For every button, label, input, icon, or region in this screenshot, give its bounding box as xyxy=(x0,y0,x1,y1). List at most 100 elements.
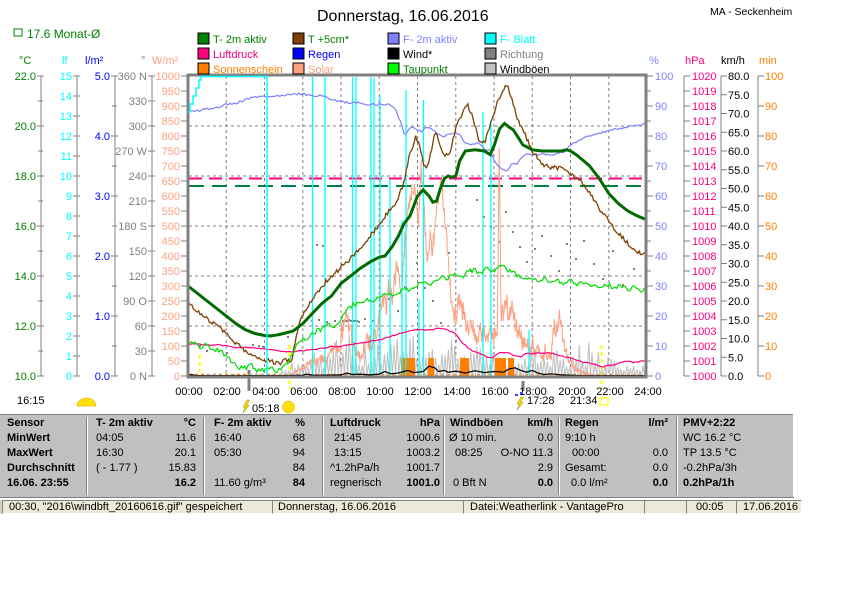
svg-text:1019: 1019 xyxy=(692,86,716,98)
svg-text:%: % xyxy=(649,55,659,67)
svg-text:650: 650 xyxy=(162,176,180,188)
svg-text:21:34: 21:34 xyxy=(570,395,598,407)
svg-text:16:00: 16:00 xyxy=(481,386,509,398)
svg-text:35.0: 35.0 xyxy=(728,240,749,252)
svg-text:500: 500 xyxy=(162,221,180,233)
svg-text:50: 50 xyxy=(168,356,180,368)
svg-text:lf: lf xyxy=(62,55,68,67)
svg-text:min: min xyxy=(759,55,777,67)
svg-text:18.0: 18.0 xyxy=(15,171,36,183)
svg-text:700: 700 xyxy=(162,161,180,173)
svg-text:60: 60 xyxy=(765,191,777,203)
svg-text:300: 300 xyxy=(129,121,147,133)
svg-text:240: 240 xyxy=(129,171,147,183)
svg-text:270 W: 270 W xyxy=(115,146,147,158)
svg-text:06:00: 06:00 xyxy=(290,386,318,398)
svg-text:1.0: 1.0 xyxy=(95,311,110,323)
svg-text:100: 100 xyxy=(765,71,783,83)
svg-text:1002: 1002 xyxy=(692,341,716,353)
svg-text:00:00: 00:00 xyxy=(175,386,203,398)
svg-text:1000: 1000 xyxy=(156,71,180,83)
svg-text:Wind*: Wind* xyxy=(403,49,433,61)
svg-text:100: 100 xyxy=(655,71,673,83)
svg-text:18:00: 18:00 xyxy=(519,386,547,398)
svg-text:75.0: 75.0 xyxy=(728,90,749,102)
svg-text:05:18: 05:18 xyxy=(252,403,280,415)
svg-text:Windböen: Windböen xyxy=(500,64,550,76)
svg-text:60: 60 xyxy=(655,191,667,203)
svg-text:10.0: 10.0 xyxy=(15,371,36,383)
svg-text:22.0: 22.0 xyxy=(15,71,36,83)
svg-text:F- Blatt: F- Blatt xyxy=(500,34,535,46)
svg-text:T +5cm*: T +5cm* xyxy=(308,34,350,46)
svg-text:17.6 Monat-Ø: 17.6 Monat-Ø xyxy=(27,27,100,41)
svg-text:Taupunkt: Taupunkt xyxy=(403,64,448,76)
svg-text:22:00: 22:00 xyxy=(596,386,624,398)
svg-text:5: 5 xyxy=(66,271,72,283)
svg-text:30: 30 xyxy=(765,281,777,293)
svg-text:14:00: 14:00 xyxy=(443,386,471,398)
svg-text:350: 350 xyxy=(162,266,180,278)
svg-text:20.0: 20.0 xyxy=(15,121,36,133)
svg-text:14.0: 14.0 xyxy=(15,271,36,283)
svg-text:80: 80 xyxy=(765,131,777,143)
svg-text:Regen: Regen xyxy=(308,49,340,61)
svg-text:300: 300 xyxy=(162,281,180,293)
svg-text:750: 750 xyxy=(162,146,180,158)
svg-text:20: 20 xyxy=(765,311,777,323)
svg-text:1000: 1000 xyxy=(692,371,716,383)
svg-text:150: 150 xyxy=(129,246,147,258)
svg-text:550: 550 xyxy=(162,206,180,218)
svg-text:Richtung: Richtung xyxy=(500,49,543,61)
svg-text:5.0: 5.0 xyxy=(728,352,743,364)
svg-text:02:00: 02:00 xyxy=(213,386,241,398)
svg-text:40: 40 xyxy=(765,251,777,263)
svg-text:60: 60 xyxy=(135,321,147,333)
svg-text:70.0: 70.0 xyxy=(728,109,749,121)
svg-text:80.0: 80.0 xyxy=(728,71,749,83)
svg-text:400: 400 xyxy=(162,251,180,263)
svg-text:1008: 1008 xyxy=(692,251,716,263)
svg-text:1017: 1017 xyxy=(692,116,716,128)
svg-text:450: 450 xyxy=(162,236,180,248)
svg-text:800: 800 xyxy=(162,131,180,143)
svg-text:65.0: 65.0 xyxy=(728,127,749,139)
svg-text:16:15: 16:15 xyxy=(17,395,45,407)
svg-text:1004: 1004 xyxy=(692,311,716,323)
svg-text:1018: 1018 xyxy=(692,101,716,113)
svg-text:0.0: 0.0 xyxy=(728,371,743,383)
svg-text:0.0: 0.0 xyxy=(95,371,110,383)
svg-text:08:00: 08:00 xyxy=(328,386,356,398)
svg-text:250: 250 xyxy=(162,296,180,308)
svg-text:0: 0 xyxy=(66,371,72,383)
svg-text:10.0: 10.0 xyxy=(728,334,749,346)
svg-text:11: 11 xyxy=(61,151,72,163)
svg-text:24:00: 24:00 xyxy=(634,386,662,398)
svg-text:45.0: 45.0 xyxy=(728,202,749,214)
svg-text:0 N: 0 N xyxy=(130,371,147,383)
svg-text:120: 120 xyxy=(129,271,147,283)
svg-text:4.0: 4.0 xyxy=(95,131,110,143)
svg-text:km/h: km/h xyxy=(721,55,745,67)
svg-text:1001: 1001 xyxy=(692,356,716,368)
svg-text:1011: 1011 xyxy=(692,206,716,218)
svg-text:55.0: 55.0 xyxy=(728,165,749,177)
svg-text:1012: 1012 xyxy=(692,191,716,203)
svg-text:30.0: 30.0 xyxy=(728,259,749,271)
svg-text:12: 12 xyxy=(60,131,72,143)
svg-text:1009: 1009 xyxy=(692,236,716,248)
svg-text:1007: 1007 xyxy=(692,266,716,278)
svg-text:25.0: 25.0 xyxy=(728,277,749,289)
svg-text:12.0: 12.0 xyxy=(15,321,36,333)
svg-text:12:00: 12:00 xyxy=(404,386,432,398)
svg-text:04:00: 04:00 xyxy=(252,386,280,398)
svg-text:1006: 1006 xyxy=(692,281,716,293)
svg-text:l/m²: l/m² xyxy=(85,55,104,67)
svg-text:80: 80 xyxy=(655,131,667,143)
svg-text:°C: °C xyxy=(19,55,31,67)
svg-text:200: 200 xyxy=(162,311,180,323)
svg-text:8: 8 xyxy=(66,211,72,223)
svg-text:7: 7 xyxy=(66,231,72,243)
svg-text:1015: 1015 xyxy=(692,146,716,158)
svg-text:10: 10 xyxy=(60,171,72,183)
